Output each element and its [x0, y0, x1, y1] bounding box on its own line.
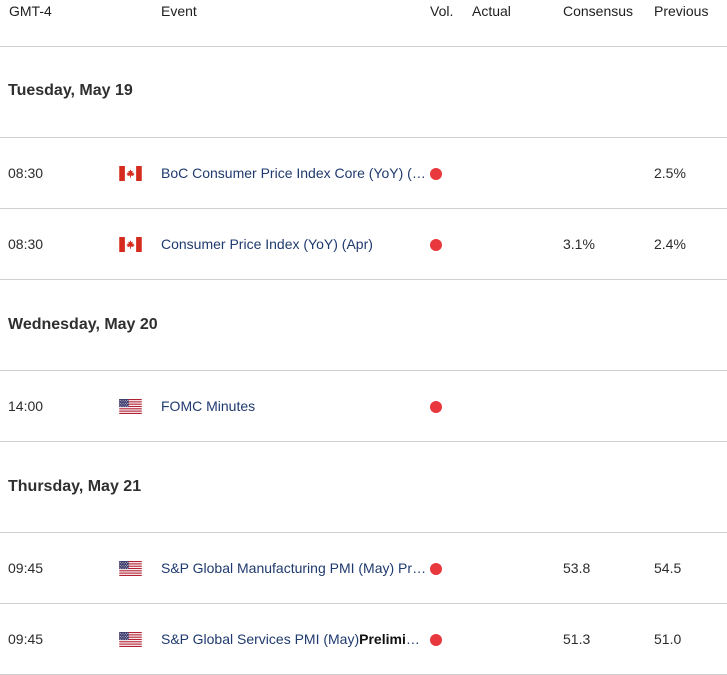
- table-row[interactable]: 08:30 BoC Consumer Price Index Core (YoY…: [0, 138, 727, 209]
- event-name-main: S&P Global Services PMI (May): [161, 631, 360, 647]
- consensus-value: 3.1%: [563, 236, 595, 252]
- day-label: Wednesday, May 20: [8, 316, 158, 333]
- event-time: 09:45: [8, 560, 44, 576]
- consensus-value: 51.3: [563, 631, 591, 647]
- day-header-thursday: Thursday, May 21: [0, 442, 727, 533]
- event-name-qualifier: Preliminary: [359, 631, 427, 647]
- event-name-link[interactable]: FOMC Minutes: [161, 398, 256, 414]
- high-volatility-dot-icon: [430, 168, 442, 180]
- event-name-link[interactable]: S&P Global Manufacturing PMI (May) Preli…: [161, 560, 427, 576]
- high-volatility-dot-icon: [430, 401, 442, 413]
- day-header-wednesday: Wednesday, May 20: [0, 280, 727, 371]
- event-name-link[interactable]: S&P Global Services PMI (May)Preliminary: [161, 631, 427, 647]
- table-row[interactable]: 14:00 FOMC Minutes: [0, 371, 727, 442]
- event-time: 08:30: [8, 236, 44, 252]
- actual-column-header[interactable]: Actual: [472, 3, 511, 19]
- previous-value: 54.5: [654, 560, 682, 576]
- previous-value: 2.4%: [654, 236, 686, 252]
- previous-column-header[interactable]: Previous: [654, 3, 709, 19]
- day-label: Tuesday, May 19: [8, 82, 133, 99]
- timezone-column-header[interactable]: GMT-4: [9, 3, 52, 19]
- high-volatility-dot-icon: [430, 634, 442, 646]
- united-states-flag-icon: [119, 561, 142, 576]
- previous-value: 2.5%: [654, 165, 686, 181]
- consensus-column-header[interactable]: Consensus: [563, 3, 634, 19]
- table-row[interactable]: 09:45 S&P Global Services PMI (May)Preli…: [0, 604, 727, 675]
- event-name-link[interactable]: Consumer Price Index (YoY) (Apr): [161, 236, 373, 252]
- volatility-column-header[interactable]: Vol.: [430, 3, 454, 19]
- previous-value: 51.0: [654, 631, 682, 647]
- high-volatility-dot-icon: [430, 563, 442, 575]
- event-time: 09:45: [8, 631, 44, 647]
- high-volatility-dot-icon: [430, 239, 442, 251]
- table-row[interactable]: 09:45 S&P Global Manufacturing PMI (May)…: [0, 533, 727, 604]
- consensus-value: 53.8: [563, 560, 591, 576]
- event-time: 14:00: [8, 398, 44, 414]
- table-row[interactable]: 08:30 Consumer Price Index (YoY) (Apr) 3…: [0, 209, 727, 280]
- united-states-flag-icon: [119, 632, 142, 647]
- day-label: Thursday, May 21: [8, 478, 142, 495]
- day-header-tuesday: Tuesday, May 19: [0, 47, 727, 138]
- united-states-flag-icon: [119, 399, 142, 414]
- event-name-link[interactable]: BoC Consumer Price Index Core (YoY) (Apr…: [161, 165, 427, 181]
- event-time: 08:30: [8, 165, 44, 181]
- canada-flag-icon: [119, 166, 142, 181]
- calendar-header: GMT-4 Event Vol. Actual Consensus Previo…: [0, 0, 727, 47]
- canada-flag-icon: [119, 237, 142, 252]
- event-column-header[interactable]: Event: [161, 3, 197, 19]
